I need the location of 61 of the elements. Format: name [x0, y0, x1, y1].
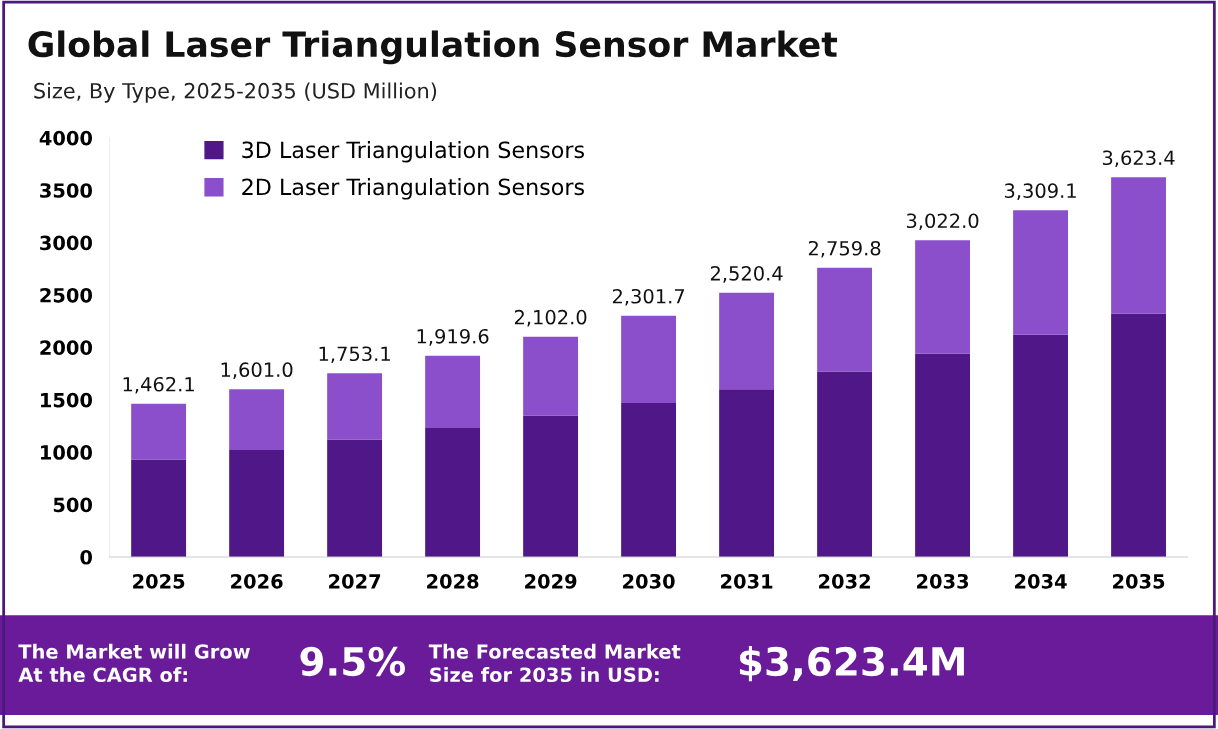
bar — [915, 353, 970, 557]
x-tick-label: 2028 — [427, 573, 479, 589]
text: $3,623.4M — [739, 646, 964, 682]
x-tick-label: 2027 — [329, 573, 381, 589]
x-tick-label: 2034 — [1015, 573, 1067, 589]
bar — [327, 373, 383, 440]
bar — [425, 428, 481, 557]
bar — [131, 459, 187, 557]
bar — [425, 355, 481, 429]
x-tick-label: 2029 — [525, 573, 577, 589]
bar — [1111, 313, 1166, 557]
y-tick-label: 2500 — [40, 287, 93, 303]
bar — [915, 240, 970, 354]
total-label: 3,022.0 — [906, 213, 979, 231]
bar — [229, 450, 285, 557]
x-tick-label: 2033 — [917, 573, 969, 589]
total-label: 1,462.1 — [123, 376, 194, 394]
x-tick-label: 2035 — [1113, 573, 1165, 589]
y-tick-label: 2000 — [40, 340, 93, 356]
chart-subtitle: Size, By Type, 2025-2035 (USD Million) — [34, 82, 437, 103]
legend-label: 3D Laser Triangulation Sensors — [242, 141, 584, 163]
legend-label: 2D Laser Triangulation Sensors — [242, 178, 584, 200]
bar — [1013, 334, 1068, 557]
bar — [817, 371, 873, 557]
total-label: 2,102.0 — [514, 309, 587, 327]
bar — [523, 415, 579, 557]
total-label: 3,309.1 — [1004, 183, 1076, 201]
bar — [1013, 210, 1068, 335]
y-tick-label: 4000 — [39, 130, 93, 146]
total-label: 3,623.4 — [1102, 150, 1175, 168]
total-label: 1,601.0 — [221, 362, 293, 380]
chart-title: Global Laser Triangulation Sensor Market — [28, 30, 838, 65]
bar — [327, 439, 383, 557]
bar — [621, 315, 677, 403]
y-tick-label: 3000 — [40, 235, 93, 251]
y-tick-label: 0 — [80, 549, 93, 565]
x-tick-label: 2031 — [721, 573, 773, 589]
total-label: 2,759.8 — [808, 240, 881, 258]
y-tick-label: 1000 — [41, 445, 93, 460]
y-tick-label: 500 — [53, 497, 93, 513]
y-tick-label: 1500 — [41, 392, 93, 408]
total-label: 1,753.1 — [319, 346, 390, 364]
total-label: 2,301.7 — [612, 288, 685, 306]
text: 9.5% — [300, 646, 406, 677]
bar — [1111, 177, 1166, 314]
total-label: 1,919.6 — [417, 328, 489, 346]
bar — [229, 389, 285, 451]
total-label: 2,520.4 — [710, 265, 783, 283]
text: The Forecasted Market Size for 2035 in USD: — [428, 643, 681, 683]
bar — [131, 403, 187, 460]
x-tick-label: 2032 — [819, 573, 870, 589]
x-tick-label: 2030 — [623, 573, 675, 589]
bar — [621, 402, 677, 557]
y-tick-label: 3500 — [40, 183, 93, 198]
bar — [719, 292, 775, 390]
text: The Market will Grow At the CAGR of: — [18, 643, 250, 683]
bar — [719, 389, 775, 557]
x-tick-label: 2025 — [133, 573, 185, 589]
bar — [523, 336, 579, 416]
bar — [817, 267, 873, 372]
x-tick-label: 2026 — [231, 573, 283, 589]
